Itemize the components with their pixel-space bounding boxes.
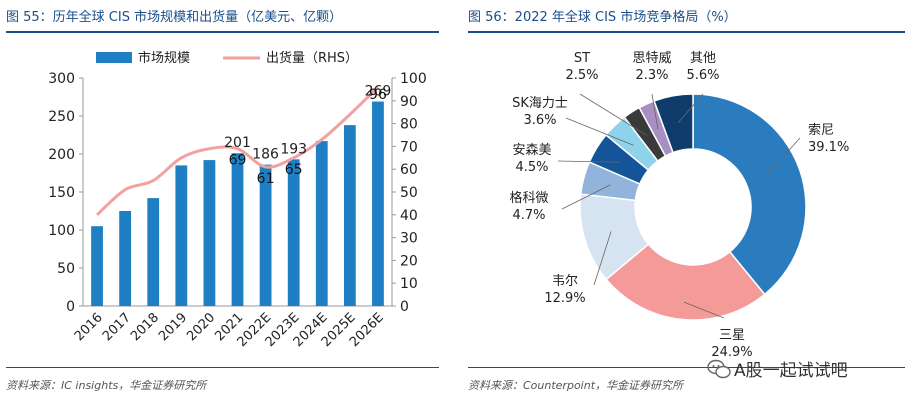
- leader-line: [561, 184, 611, 210]
- bar-data-label: 269: [365, 84, 392, 100]
- right-y-tick-label: 70: [400, 139, 418, 155]
- left-y-tick-label: 50: [57, 261, 75, 277]
- slice-value-label: 5.6%: [686, 68, 719, 83]
- market-share-donut-chart: 索尼 39.1% 三星 24.9% 韦尔 12.9% 格科微 4.7% 安森美 4.5% SK海力士…: [509, 51, 849, 360]
- right-chart-source: 资料来源：Counterpoint，华金证券研究所: [468, 379, 684, 392]
- legend-bar-label: 市场规模: [138, 50, 190, 66]
- bar-2025E: [343, 125, 356, 307]
- right-y-tick-label: 100: [400, 71, 427, 87]
- left-footer-rule: [6, 367, 439, 368]
- bar-2017: [119, 211, 132, 306]
- right-chart-title: 图 56：2022 年全球 CIS 市场竞争格局（%）: [468, 10, 737, 25]
- slice-name-label: SK海力士: [512, 96, 568, 111]
- right-y-tick-label: 80: [400, 117, 418, 133]
- slice-value-label: 4.7%: [512, 208, 545, 223]
- slice-name-label: 思特威: [632, 51, 671, 66]
- x-tick-label: 2017: [100, 310, 134, 344]
- leader-line: [565, 117, 634, 146]
- line-data-label: 96: [369, 87, 387, 103]
- watermark: A股一起试试吧: [706, 354, 906, 384]
- left-y-tick-label: 100: [48, 223, 75, 239]
- bar-2016: [91, 226, 103, 306]
- watermark-text: A股一起试试吧: [734, 361, 848, 381]
- right-y-tick-label: 60: [400, 162, 418, 178]
- slice-name-label: 格科微: [509, 190, 548, 206]
- donut-slice-其他: [653, 93, 694, 154]
- slice-value-label: 2.3%: [635, 68, 668, 83]
- x-tick-label: 2016: [72, 310, 106, 344]
- bar-2020: [203, 160, 216, 306]
- shipment-line: [96, 86, 380, 216]
- donut-slice-索尼: [692, 93, 807, 296]
- bar-2018: [147, 198, 160, 306]
- bar-2024E: [315, 141, 328, 306]
- right-y-tick-label: 20: [400, 253, 418, 269]
- left-y-tick-label: 300: [48, 71, 75, 87]
- right-y-tick-label: 0: [400, 299, 409, 315]
- slice-name-label: ST: [574, 51, 590, 66]
- slice-value-label: 2.5%: [565, 68, 598, 83]
- leader-line: [579, 93, 647, 136]
- legend-line-label: 出货量（RHS）: [266, 50, 358, 66]
- slice-value-label: 24.9%: [711, 345, 752, 360]
- slice-value-label: 12.9%: [544, 291, 585, 306]
- leader-line: [683, 301, 725, 319]
- right-y-tick-label: 30: [400, 231, 418, 247]
- bar-data-label: 193: [280, 141, 307, 157]
- x-tick-label: 2019: [156, 310, 190, 344]
- slice-name-label: 索尼: [808, 123, 834, 138]
- legend-bar-swatch: [96, 52, 132, 63]
- right-title-rule: [468, 31, 905, 33]
- right-y-tick-label: 10: [400, 276, 418, 292]
- right-y-tick-label: 90: [400, 94, 418, 110]
- donut-slice-三星: [605, 243, 766, 321]
- right-y-tick-label: 50: [400, 185, 418, 201]
- left-y-tick-label: 150: [48, 185, 75, 201]
- line-data-label: 65: [285, 162, 303, 178]
- right-footer-rule: [468, 367, 905, 368]
- left-y-tick-label: 250: [48, 109, 75, 125]
- bar-2021: [231, 153, 244, 306]
- left-y-tick-label: 200: [48, 147, 75, 163]
- market-size-shipment-chart: 0 50 100 150 200 250 300 0 10 20 30 40 50 60 70 80 90 100…: [48, 50, 427, 350]
- wechat-icon: [707, 359, 731, 379]
- leader-line: [758, 137, 801, 184]
- left-title-rule: [6, 31, 439, 33]
- x-tick-label: 2020: [184, 310, 218, 344]
- leader-line: [651, 93, 659, 130]
- leader-line: [593, 231, 612, 286]
- left-y-tick-label: 0: [66, 299, 75, 315]
- right-chart-panel: 图 56：2022 年全球 CIS 市场竞争格局（%） 索尼 39.1% 三星 24.…: [462, 0, 911, 408]
- leader-line: [677, 93, 704, 124]
- x-tick-label: 2018: [128, 310, 162, 344]
- line-data-label: 61: [257, 171, 275, 187]
- slice-name-label: 安森美: [512, 143, 551, 158]
- left-chart-panel: 图 55：历年全球 CIS 市场规模和出货量（亿美元、亿颗） 0 50 100 150…: [0, 0, 445, 408]
- slice-value-label: 39.1%: [808, 140, 849, 155]
- bar-2019: [175, 165, 188, 306]
- bar-2026E: [372, 101, 384, 306]
- bar-data-label: 201: [224, 135, 251, 151]
- slice-name-label: 三星: [719, 328, 745, 343]
- left-chart-title: 图 55：历年全球 CIS 市场规模和出货量（亿美元、亿颗）: [6, 10, 343, 25]
- bar-data-label: 186: [252, 147, 279, 163]
- leader-line: [557, 160, 621, 163]
- slice-name-label: 韦尔: [552, 274, 578, 289]
- slice-value-label: 3.6%: [523, 113, 556, 128]
- left-chart-source: 资料来源：IC insights，华金证券研究所: [6, 379, 207, 392]
- line-data-label: 69: [229, 153, 247, 169]
- right-y-tick-label: 40: [400, 208, 418, 224]
- bar-2022E: [259, 164, 272, 306]
- slice-name-label: 其他: [690, 51, 716, 66]
- slice-value-label: 4.5%: [515, 160, 548, 175]
- bar-2023E: [287, 159, 300, 306]
